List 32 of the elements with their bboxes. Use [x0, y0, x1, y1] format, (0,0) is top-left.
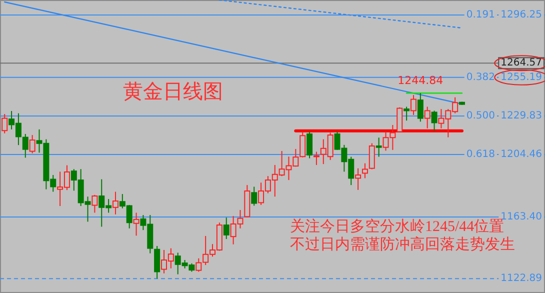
annotation: 不过日内需谨防冲高回落走势发生 [290, 236, 515, 253]
candlestick [417, 92, 424, 122]
candlestick [133, 212, 140, 236]
candlestick [410, 94, 416, 116]
candlestick [313, 151, 320, 166]
candlestick [251, 186, 258, 206]
candlestick [223, 217, 230, 240]
text: 黄金日线图 [123, 81, 223, 103]
candlestick [29, 134, 36, 154]
candlestick [431, 110, 438, 132]
y-tick-label: 1204.46 [500, 149, 542, 160]
candlestick [112, 191, 118, 215]
y2-tick-label: 0.500 [466, 110, 495, 122]
candlestick [92, 194, 98, 214]
y2-tick-label: 0.382 [466, 72, 495, 83]
annotation: 1244.84 [398, 74, 444, 88]
candlestick [154, 246, 160, 280]
y2-tick-label: 0.618 [466, 149, 495, 160]
y2-tick-label: 0.191 [466, 10, 495, 20]
candlestick [22, 133, 28, 158]
candlestick [404, 106, 410, 122]
y-tick-label: 1229.83 [500, 110, 542, 122]
candlestick [396, 106, 403, 132]
y-tick-label: 1255.19 [500, 72, 542, 83]
candlestick [355, 168, 362, 190]
ref-line-label: 1122.89 [500, 273, 542, 284]
ref-line-label: 1264.57 [500, 58, 542, 69]
candlestick [306, 131, 313, 159]
candlestick [376, 137, 382, 158]
y-tick-label: 1296.25 [500, 9, 542, 20]
candlestick [424, 106, 430, 129]
candlestick [2, 114, 8, 134]
